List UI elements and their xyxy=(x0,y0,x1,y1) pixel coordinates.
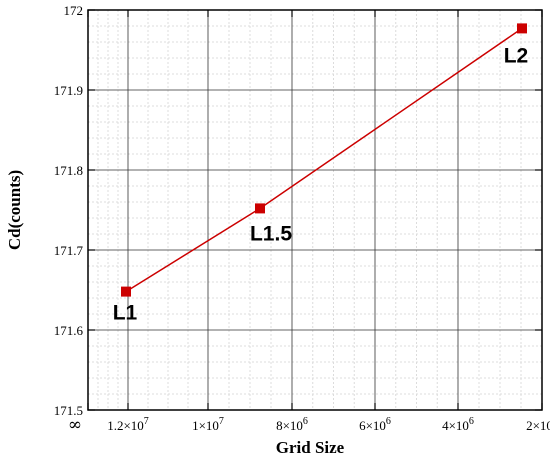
data-point-marker xyxy=(121,286,131,297)
plot-frame xyxy=(87,9,543,411)
y-axis-title: Cd(counts) xyxy=(5,170,24,250)
data-point-marker xyxy=(255,203,265,214)
y-tick-label: 171.6 xyxy=(54,323,84,338)
x-tick-label: 1×107 xyxy=(192,416,224,433)
data-point-label: L2 xyxy=(504,44,529,67)
x-tick-label: 6×106 xyxy=(359,416,391,433)
x-tick-label: ∞ xyxy=(68,415,82,435)
data-point-label: L1.5 xyxy=(250,222,292,245)
y-tick-label: 172 xyxy=(64,3,84,18)
y-tick-label: 171.8 xyxy=(54,163,83,178)
data-point-marker xyxy=(517,23,527,34)
minor-grid xyxy=(88,10,542,410)
x-tick-label: 4×106 xyxy=(442,416,474,433)
x-tick-label: 2×106 xyxy=(526,416,550,433)
y-tick-label: 171.5 xyxy=(54,403,83,418)
y-tick-label: 171.7 xyxy=(54,243,84,258)
plot-background xyxy=(88,10,542,410)
y-tick-labels: 171.5 171.6 171.7 171.8 171.9 172 xyxy=(54,3,84,418)
x-tick-label: 8×106 xyxy=(276,416,308,433)
x-tick-label: 1.2×107 xyxy=(107,416,149,433)
y-tick-label: 171.9 xyxy=(54,83,83,98)
x-tick-labels: ∞ 1.2×107 1×107 8×106 6×106 4×106 2×106 xyxy=(68,415,550,435)
x-axis-title: Grid Size xyxy=(276,438,345,457)
series-group: L1 L1.5 L2 xyxy=(113,23,529,325)
axis-ticks xyxy=(87,9,543,411)
data-point-label: L1 xyxy=(113,302,138,325)
